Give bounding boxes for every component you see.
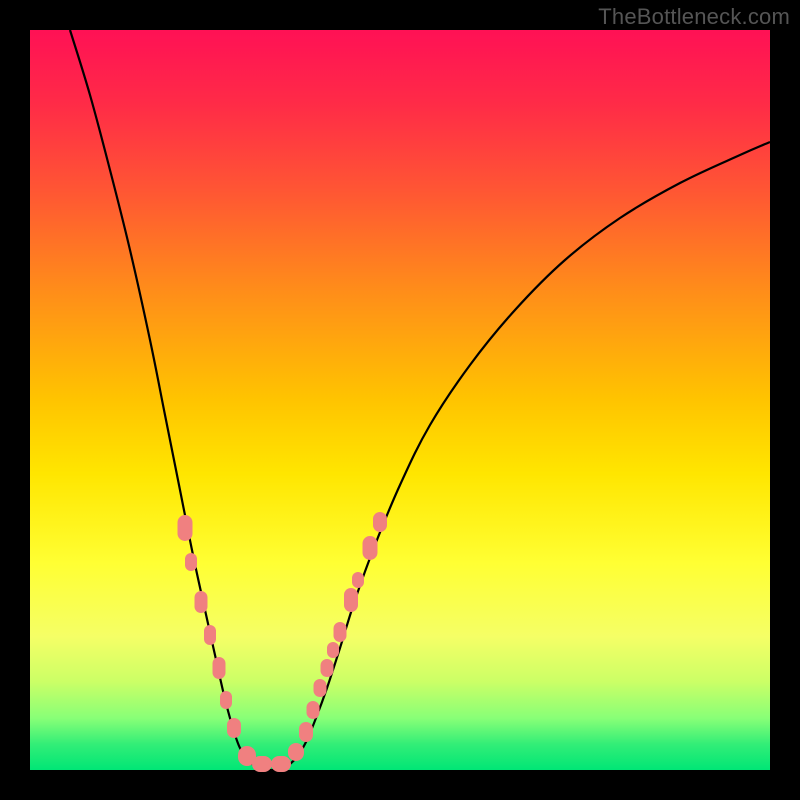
data-marker <box>314 679 327 697</box>
data-marker <box>344 588 358 612</box>
bottleneck-chart-svg <box>0 0 800 800</box>
data-marker <box>352 572 364 588</box>
data-marker <box>227 718 241 738</box>
data-marker <box>288 743 304 761</box>
data-marker <box>327 642 339 658</box>
data-marker <box>252 756 272 772</box>
data-marker <box>178 515 193 541</box>
data-marker <box>334 622 347 642</box>
data-marker <box>299 722 313 742</box>
data-marker <box>220 691 232 709</box>
data-marker <box>185 553 197 571</box>
data-marker <box>307 701 320 719</box>
gradient-plot-area <box>30 30 770 770</box>
chart-stage: TheBottleneck.com <box>0 0 800 800</box>
data-marker <box>195 591 208 613</box>
data-marker <box>373 512 387 532</box>
data-marker <box>363 536 378 560</box>
data-marker <box>321 659 334 677</box>
data-marker <box>213 657 226 679</box>
data-marker <box>204 625 216 645</box>
data-marker <box>271 756 291 772</box>
